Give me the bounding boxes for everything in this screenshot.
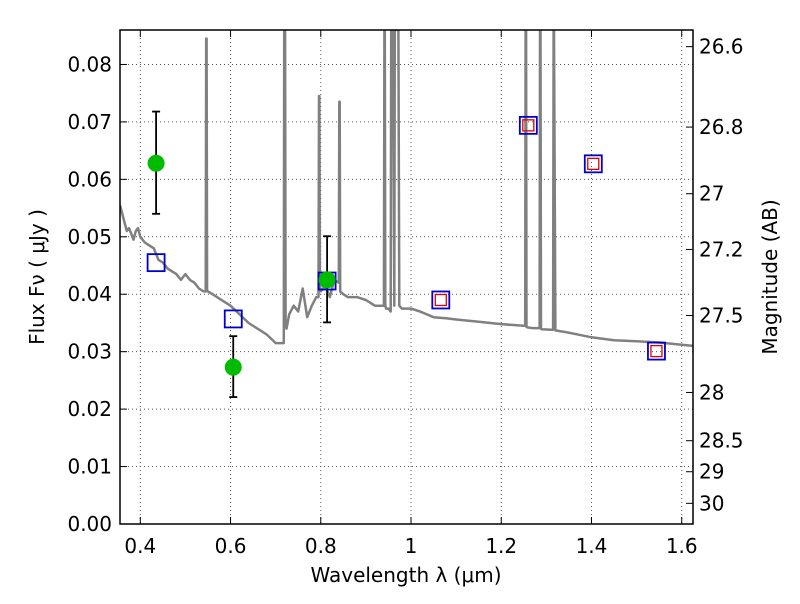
limit-flux-box xyxy=(587,157,600,170)
limit-flux-box xyxy=(434,293,447,307)
y-tick-label: 0.02 xyxy=(67,397,112,421)
marker-layer xyxy=(146,110,666,398)
y2-tick-label: 29 xyxy=(699,460,724,484)
model-flux-box xyxy=(518,115,538,135)
x-tick-label: 1.6 xyxy=(666,534,698,558)
x-tick-label: 1.2 xyxy=(485,534,517,558)
y2-tick-label: 27.2 xyxy=(699,237,744,261)
limit-flux-box xyxy=(650,344,663,358)
y-tick-label: 0.00 xyxy=(67,512,112,536)
y-tick-label: 0.04 xyxy=(67,282,112,306)
x-tick-label: 1.4 xyxy=(576,534,608,558)
y2-tick-label: 28.5 xyxy=(699,429,744,453)
observed-flux-point xyxy=(224,358,242,376)
y-tick-label: 0.01 xyxy=(67,455,112,479)
y2-tick-label: 27 xyxy=(699,182,724,206)
axes-frame xyxy=(119,29,694,525)
model-flux-box xyxy=(583,154,603,174)
y-tick-label: 0.03 xyxy=(67,340,112,364)
y-tick-label: 0.06 xyxy=(67,167,112,191)
sed-model-curve xyxy=(120,30,693,348)
tick-layer: 0.4 0.6 0.8 1 1.2 1.4 1.6 0.00 0.01 0.02 0.03 0.04 0… xyxy=(67,30,744,558)
model-flux-box xyxy=(647,341,666,361)
model-flux-box xyxy=(223,309,243,329)
x-tick-label: 0.4 xyxy=(124,534,156,558)
observed-flux-point xyxy=(318,271,336,289)
y-axis-label: Flux Fν ( μJy ) xyxy=(25,209,49,345)
y2-tick-label: 26.8 xyxy=(699,115,744,139)
limit-flux-box xyxy=(522,119,535,132)
y2-tick-label: 27.5 xyxy=(699,303,744,327)
sed-curve-layer xyxy=(120,30,693,348)
y-tick-label: 0.08 xyxy=(67,52,112,76)
y-tick-label: 0.07 xyxy=(67,110,112,134)
plot-frame xyxy=(119,29,694,525)
y-tick-label: 0.05 xyxy=(67,225,112,249)
x-tick-label: 0.6 xyxy=(215,534,247,558)
x-axis-label: Wavelength λ (μm) xyxy=(310,563,501,587)
x-tick-label: 1 xyxy=(405,534,418,558)
observed-flux-point xyxy=(147,154,165,172)
model-flux-box xyxy=(146,253,166,273)
y2-tick-label: 26.6 xyxy=(699,35,744,59)
model-flux-box xyxy=(431,290,451,310)
x-tick-label: 0.8 xyxy=(305,534,337,558)
y2-axis-label: Magnitude (AB) xyxy=(758,199,782,354)
y2-tick-label: 30 xyxy=(699,491,724,515)
y2-tick-label: 28 xyxy=(699,380,724,404)
